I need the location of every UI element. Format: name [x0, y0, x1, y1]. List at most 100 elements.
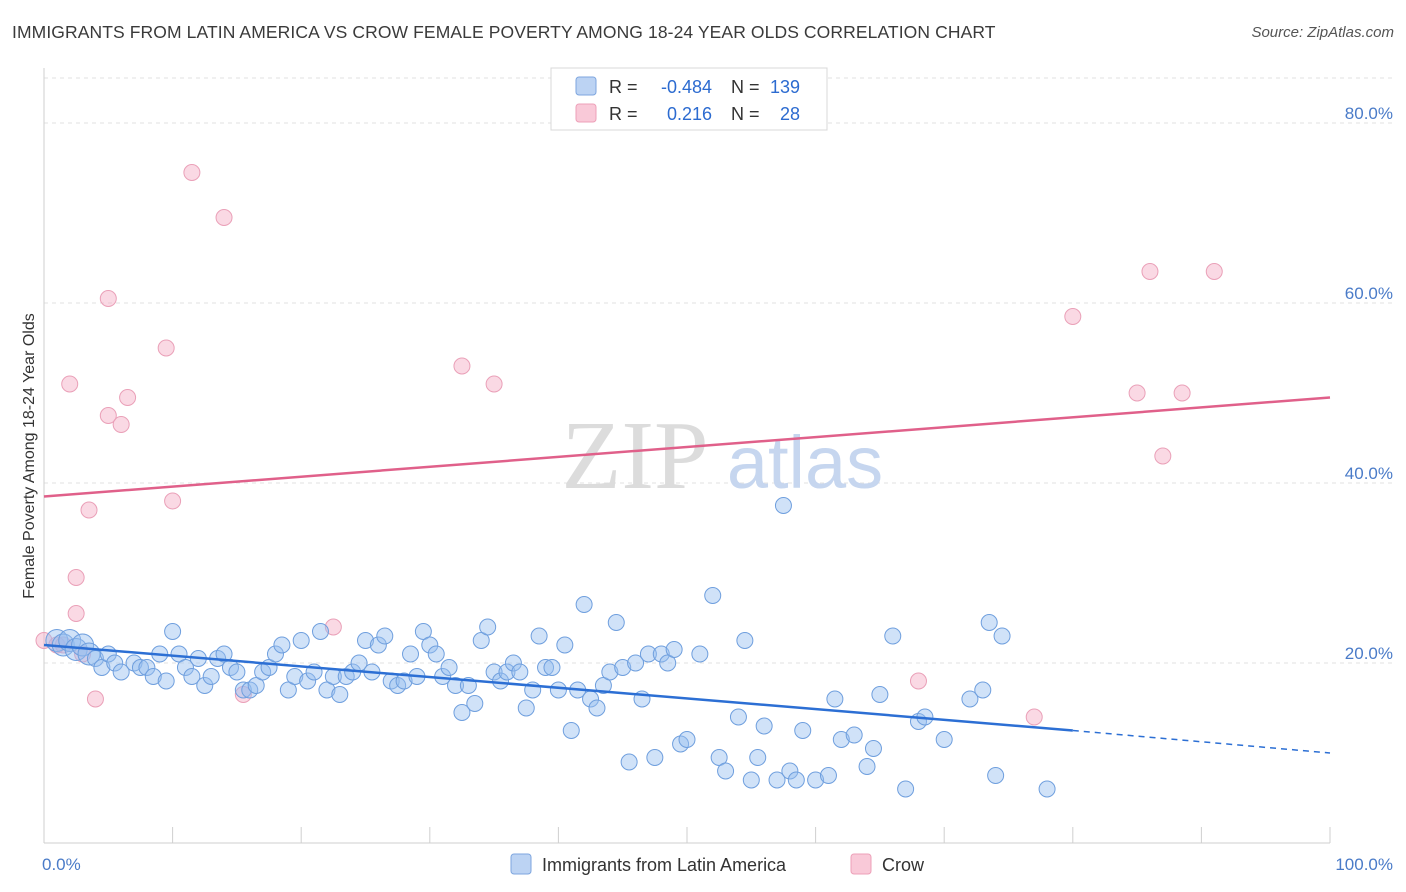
latin-america-point — [601, 663, 619, 681]
latin-america-point — [485, 663, 503, 681]
latin-america-point — [286, 668, 304, 685]
latin-america-point — [266, 645, 284, 663]
latin-america-point — [395, 672, 413, 690]
crow-point — [1154, 447, 1172, 465]
latin-america-point — [607, 614, 625, 631]
latin-america-point — [717, 762, 735, 780]
y-tick-label: 80.0% — [1345, 104, 1393, 123]
crow-point — [453, 357, 471, 375]
latin-america-point — [1038, 780, 1056, 798]
latin-america-point — [575, 596, 593, 613]
latin-america-point — [826, 690, 844, 708]
latin-america-point — [504, 654, 522, 672]
crow-point — [909, 672, 927, 690]
crow-point — [183, 164, 201, 181]
latin-america-point — [369, 636, 387, 654]
latin-america-point — [961, 690, 979, 708]
axes — [43, 68, 1331, 844]
latin-america-point — [897, 780, 915, 798]
latin-america-point — [704, 587, 722, 604]
latin-america-point — [131, 659, 149, 676]
crow-point — [61, 375, 79, 393]
latin-america-point — [646, 749, 664, 766]
crow-point — [215, 209, 233, 226]
crow-point — [119, 389, 137, 406]
latin-america-point — [665, 641, 683, 658]
legend-n-value-1: 139 — [770, 77, 800, 97]
latin-america-point — [884, 627, 902, 645]
y-tick-label: 20.0% — [1345, 644, 1393, 663]
latin-america-points — [45, 497, 1056, 798]
gridlines — [44, 77, 1392, 664]
latin-america-point — [543, 659, 561, 676]
series-legend: Immigrants from Latin America Crow — [510, 853, 925, 875]
y-axis-label: Female Poverty Among 18-24 Year Olds — [21, 313, 38, 599]
legend-r-value-2: 0.216 — [667, 104, 712, 124]
latin-america-point — [402, 645, 420, 663]
latin-america-point — [112, 663, 130, 681]
latin-america-point — [202, 668, 220, 685]
latin-america-point — [421, 636, 439, 654]
crow-point — [80, 501, 98, 519]
latin-america-point — [620, 753, 638, 771]
latin-america-point — [774, 497, 792, 514]
latin-america-point — [440, 659, 458, 676]
crow-point — [324, 618, 342, 636]
latin-america-point — [106, 654, 124, 672]
crow-point — [164, 492, 182, 510]
latin-america-point — [627, 654, 645, 672]
latin-america-point — [755, 717, 773, 735]
latin-america-point — [183, 668, 201, 685]
legend-n-label-1: N = — [731, 77, 760, 97]
latin-america-point — [736, 632, 754, 649]
latin-america-point — [453, 704, 471, 721]
latin-america-point — [176, 659, 194, 676]
series-swatch-blue — [510, 853, 532, 875]
legend-r-label-2: R = — [609, 104, 638, 124]
y-tick-label: 40.0% — [1345, 464, 1393, 483]
crow-point — [1141, 263, 1159, 280]
latin-america-point — [164, 623, 182, 640]
crow-point — [112, 416, 130, 433]
series-label-crow: Crow — [882, 855, 925, 875]
latin-america-point — [588, 699, 606, 717]
legend-r-label-1: R = — [609, 77, 638, 97]
series-label-latin-america: Immigrants from Latin America — [542, 855, 787, 875]
latin-america-point — [311, 623, 329, 640]
latin-america-point — [858, 758, 876, 775]
latin-america-point — [832, 731, 850, 748]
latin-america-point — [768, 771, 786, 789]
latin-america-point — [427, 645, 445, 663]
latin-america-point — [138, 659, 156, 676]
latin-america-point — [794, 722, 812, 739]
latin-america-point — [549, 681, 567, 699]
latin-america-point — [447, 677, 465, 694]
latin-america-point — [537, 659, 555, 676]
latin-america-point — [691, 645, 709, 663]
latin-america-point — [935, 731, 953, 748]
latin-america-point — [511, 663, 529, 681]
legend-n-label-2: N = — [731, 104, 760, 124]
latin-america-point — [234, 681, 252, 699]
latin-america-point — [980, 614, 998, 631]
watermark: ZIP atlas — [562, 402, 884, 510]
legend-r-value-1: -0.484 — [661, 77, 712, 97]
latin-america-point — [749, 749, 767, 766]
crow-point — [67, 605, 85, 622]
latin-america-point — [787, 771, 805, 789]
crow-point — [99, 407, 117, 424]
latin-america-point — [781, 762, 799, 780]
latin-america-point — [729, 708, 747, 726]
latin-america-point — [678, 731, 696, 748]
latin-america-point — [299, 672, 317, 690]
crow-point — [86, 690, 104, 708]
legend-swatch-pink — [575, 103, 597, 123]
legend-swatch-blue — [575, 76, 597, 96]
legend-n-value-2: 28 — [780, 104, 800, 124]
latin-america-point — [819, 767, 837, 784]
crow-point — [1025, 708, 1043, 726]
latin-america-point — [331, 686, 349, 703]
latin-america-trend-line — [43, 643, 1073, 732]
x-tick-labels: 0.0% 100.0% — [42, 855, 1393, 874]
